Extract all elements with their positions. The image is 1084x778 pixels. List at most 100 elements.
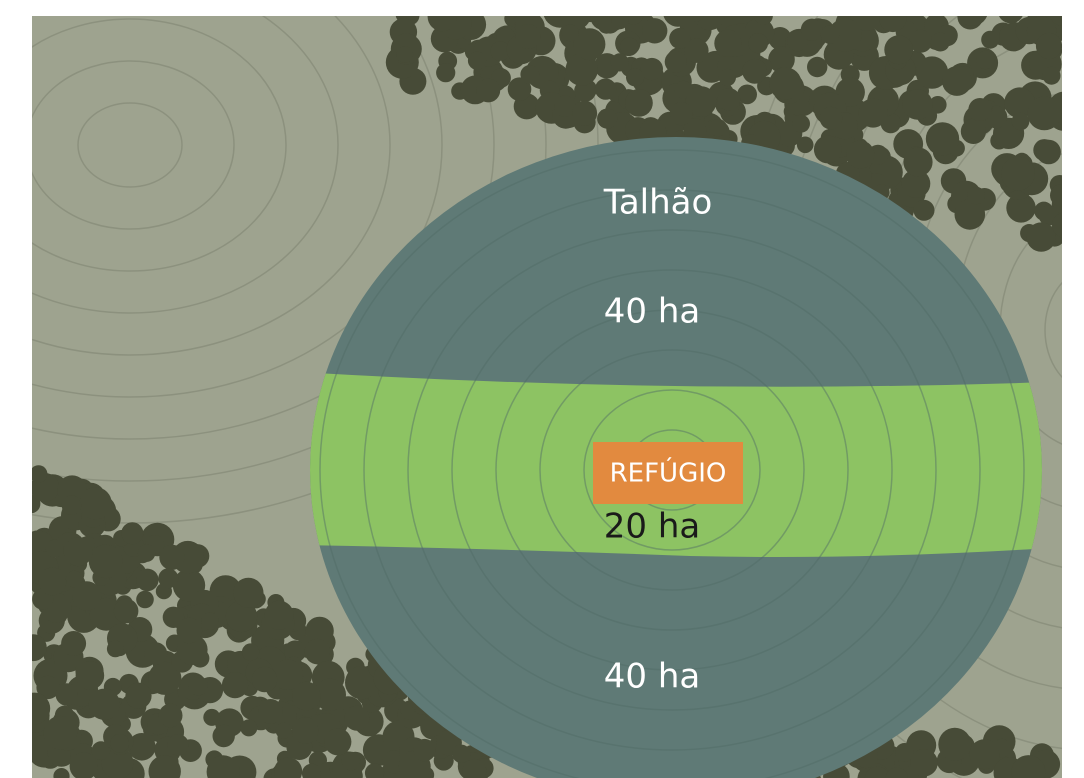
tree: [792, 114, 810, 133]
tree: [684, 38, 709, 63]
tree: [560, 16, 591, 30]
tree: [507, 77, 532, 101]
tree: [561, 24, 579, 42]
tree: [1026, 222, 1056, 252]
tree: [930, 32, 950, 52]
tree: [188, 675, 208, 696]
tree: [820, 25, 840, 44]
tree: [619, 37, 639, 56]
contour: [32, 16, 443, 398]
tree: [769, 67, 802, 100]
tree: [515, 24, 541, 49]
tree: [981, 30, 1000, 49]
tree: [225, 600, 258, 633]
tree: [807, 56, 828, 78]
tree: [212, 724, 235, 748]
tree: [1050, 16, 1062, 26]
tree: [685, 86, 717, 117]
tree: [91, 741, 111, 760]
tree: [301, 763, 322, 778]
contour: [407, 229, 937, 711]
tree: [998, 16, 1023, 24]
tree: [520, 65, 540, 84]
tree: [664, 50, 687, 73]
tree: [476, 78, 501, 103]
tree: [903, 147, 933, 177]
tree: [264, 600, 294, 630]
tree: [57, 475, 87, 506]
contour: [77, 102, 183, 188]
tree: [305, 616, 334, 646]
tree: [1011, 755, 1046, 778]
tree: [88, 688, 121, 720]
tree: [611, 16, 629, 30]
field-title: Talhão: [603, 183, 713, 223]
tree: [915, 56, 949, 89]
tree: [864, 766, 890, 778]
tree: [902, 89, 933, 120]
tree: [1004, 87, 1035, 119]
contour: [32, 16, 547, 482]
tree: [292, 717, 319, 744]
tree: [942, 66, 972, 96]
tree: [467, 51, 487, 70]
tree: [938, 727, 972, 761]
tree: [787, 30, 808, 52]
tree: [38, 567, 67, 596]
tree: [88, 544, 123, 579]
tree: [958, 16, 988, 26]
tree: [203, 708, 221, 726]
tree: [75, 661, 105, 690]
contour: [495, 309, 849, 631]
tree: [72, 581, 102, 611]
tree: [717, 88, 741, 111]
tree: [909, 29, 933, 53]
tree: [462, 758, 487, 778]
tree: [1035, 32, 1062, 60]
tree: [32, 465, 48, 483]
tree: [167, 734, 189, 756]
contour: [363, 189, 981, 751]
tree: [61, 495, 82, 515]
tree: [304, 638, 331, 665]
tree: [292, 681, 321, 711]
tree: [125, 682, 152, 709]
tree: [413, 738, 436, 762]
tree: [910, 749, 938, 777]
tree: [1036, 139, 1061, 165]
contour: [319, 149, 1025, 778]
tree: [36, 675, 60, 700]
tree: [274, 757, 303, 778]
tree: [565, 53, 598, 86]
contour: [32, 16, 391, 356]
tree: [718, 68, 737, 87]
tree: [846, 140, 875, 169]
tree: [258, 699, 283, 724]
tree: [324, 728, 352, 756]
tree: [65, 570, 83, 588]
tree: [79, 487, 112, 520]
tree: [162, 606, 185, 628]
tree: [693, 16, 726, 31]
tree: [69, 752, 98, 778]
tree: [240, 719, 258, 737]
contour: [32, 16, 339, 314]
contour: [1044, 281, 1062, 379]
tree: [206, 755, 240, 778]
tree: [1042, 66, 1061, 85]
zone-area: 40 ha: [604, 292, 700, 332]
tree: [32, 634, 47, 662]
tree: [748, 33, 769, 54]
tree: [32, 692, 51, 725]
tree: [136, 590, 154, 609]
tree: [148, 661, 182, 695]
tree: [43, 715, 78, 750]
tree: [148, 755, 181, 778]
tree: [885, 767, 908, 778]
tree: [396, 46, 414, 63]
tree: [954, 199, 986, 230]
tree: [688, 16, 705, 22]
tree: [960, 118, 987, 144]
tree: [768, 46, 795, 73]
